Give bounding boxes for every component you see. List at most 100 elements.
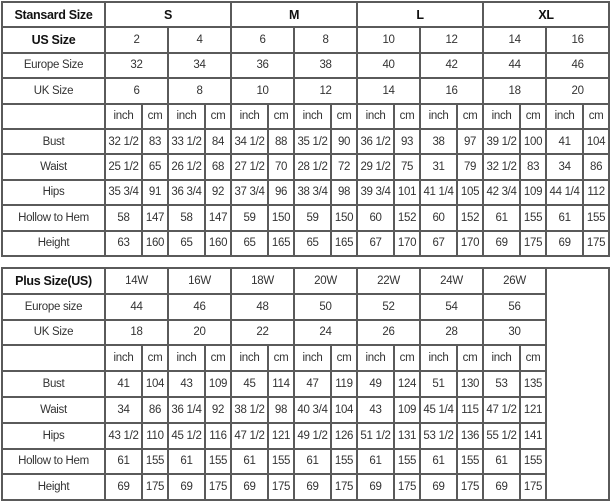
- size-group-header: L: [356, 0, 485, 29]
- measurement-value: 147: [141, 204, 169, 232]
- measurement-value: 61: [230, 447, 269, 476]
- measurement-value: 86: [141, 395, 169, 424]
- unit-cm: cm: [456, 344, 484, 373]
- size-cell: 2: [104, 26, 169, 54]
- measurement-value: 155: [456, 447, 484, 476]
- unit-inch: inch: [230, 344, 269, 373]
- size-cell: 52: [356, 292, 421, 321]
- europe-size-row: Europe size 44 46 48 50 52 54 56: [1, 292, 609, 321]
- size-cell: 54: [419, 292, 484, 321]
- measurement-value: 92: [204, 395, 232, 424]
- size-cell: 26: [356, 318, 421, 347]
- size-cell: 18: [104, 318, 169, 347]
- measurement-value: 60: [356, 204, 396, 232]
- measurement-value: 175: [519, 473, 547, 501]
- measurement-value: 26 1/2: [167, 153, 206, 181]
- measurement-value: 44 1/4: [545, 178, 585, 207]
- measurement-value: 150: [267, 204, 296, 232]
- size-group-header: S: [103, 0, 233, 29]
- measurement-value: 31: [419, 153, 459, 181]
- size-cell: 38: [293, 51, 359, 80]
- measurement-value: 175: [267, 473, 295, 501]
- measurement-value: 67: [419, 229, 459, 257]
- size-cell: 22: [230, 318, 295, 347]
- size-cell: 14: [356, 77, 422, 105]
- measurement-value: 65: [293, 229, 333, 257]
- measurement-value: 41 1/4: [419, 178, 459, 207]
- measurement-value: 34: [104, 395, 143, 424]
- measurement-value: 43: [167, 370, 206, 398]
- unit-inch: inch: [104, 344, 143, 373]
- measurement-value: 175: [393, 473, 421, 501]
- measurement-value: 51 1/2: [356, 421, 395, 450]
- measurement-value: 33 1/2: [167, 127, 206, 156]
- measurement-row: Height 63 160 65 160 65 165 65 165 67 170 67 170 69 17…: [1, 229, 610, 257]
- size-cell: 10: [356, 26, 422, 54]
- measurement-value: 91: [141, 178, 169, 207]
- measurement-value: 115: [456, 395, 484, 424]
- unit-cm: cm: [141, 102, 169, 130]
- measurement-value: 27 1/2: [230, 153, 270, 181]
- size-cell: 16: [545, 26, 610, 54]
- measurement-value: 121: [267, 421, 295, 450]
- measurement-value: 155: [519, 447, 547, 476]
- measurement-value: 83: [141, 127, 169, 156]
- measurement-value: 61: [482, 447, 521, 476]
- unit-cm: cm: [267, 344, 295, 373]
- measurement-label: Waist: [1, 153, 106, 181]
- europe-size-row: Europe Size 32 34 36 38 40 42 44 46: [1, 51, 610, 80]
- size-cell: 12: [293, 77, 359, 105]
- measurement-value: 147: [203, 204, 233, 232]
- measurement-value: 112: [582, 178, 610, 207]
- measurement-value: 109: [204, 370, 232, 398]
- measurement-value: 43: [356, 395, 395, 424]
- measurement-value: 98: [267, 395, 295, 424]
- measurement-value: 37 3/4: [230, 178, 270, 207]
- measurement-value: 69: [293, 473, 332, 501]
- unit-inch: inch: [419, 102, 459, 130]
- measurement-value: 32 1/2: [482, 153, 522, 181]
- measurement-value: 152: [456, 204, 485, 232]
- measurement-value: 175: [204, 473, 232, 501]
- unit-cm: cm: [519, 344, 547, 373]
- size-cell: 14: [482, 26, 548, 54]
- measurement-value: 165: [330, 229, 359, 257]
- measurement-value: 55 1/2: [482, 421, 521, 450]
- measurement-value: 42 3/4: [482, 178, 522, 207]
- measurement-value: 39 3/4: [356, 178, 396, 207]
- blank-cell: [545, 266, 610, 501]
- size-cell: 24: [293, 318, 358, 347]
- measurement-value: 175: [582, 229, 610, 257]
- measurement-value: 25 1/2: [104, 153, 143, 181]
- size-cell: 56: [482, 292, 547, 321]
- measurement-label: Hips: [1, 178, 106, 207]
- measurement-value: 155: [267, 447, 295, 476]
- unit-inch: inch: [356, 344, 395, 373]
- size-cell: 8: [166, 77, 233, 105]
- row-label: Europe size: [1, 292, 106, 321]
- measurement-value: 100: [519, 127, 548, 156]
- row-label: UK Size: [1, 318, 106, 347]
- measurement-value: 49: [356, 370, 395, 398]
- measurement-value: 130: [456, 370, 484, 398]
- measurement-value: 51: [419, 370, 458, 398]
- measurement-value: 165: [267, 229, 296, 257]
- measurement-value: 28 1/2: [293, 153, 333, 181]
- measurement-label: Height: [1, 473, 106, 501]
- measurement-value: 69: [482, 229, 522, 257]
- standard-size-header: Stansard Size: [1, 0, 106, 29]
- plus-size-cell: 18W: [230, 267, 295, 295]
- measurement-label: Waist: [1, 395, 106, 424]
- unit-inch: inch: [419, 344, 458, 373]
- measurement-value: 61: [293, 447, 332, 476]
- size-cell: 46: [167, 292, 232, 321]
- measurement-value: 70: [267, 153, 296, 181]
- measurement-value: 155: [330, 447, 358, 476]
- unit-inch: inch: [293, 344, 332, 373]
- measurement-value: 39 1/2: [482, 127, 522, 156]
- measurement-value: 101: [393, 178, 422, 207]
- measurement-value: 53: [482, 370, 521, 398]
- measurement-row: Bust 41 104 43 109 45 114 47 119 49 124 51 130 53 135: [1, 370, 609, 398]
- header-row: Plus Size(US) 14W 16W 18W 20W 22W 24W 26W: [1, 266, 610, 501]
- measurement-row: Hollow to Hem 58 147 58 147 59 150 59 150 60 152 60…: [1, 204, 610, 232]
